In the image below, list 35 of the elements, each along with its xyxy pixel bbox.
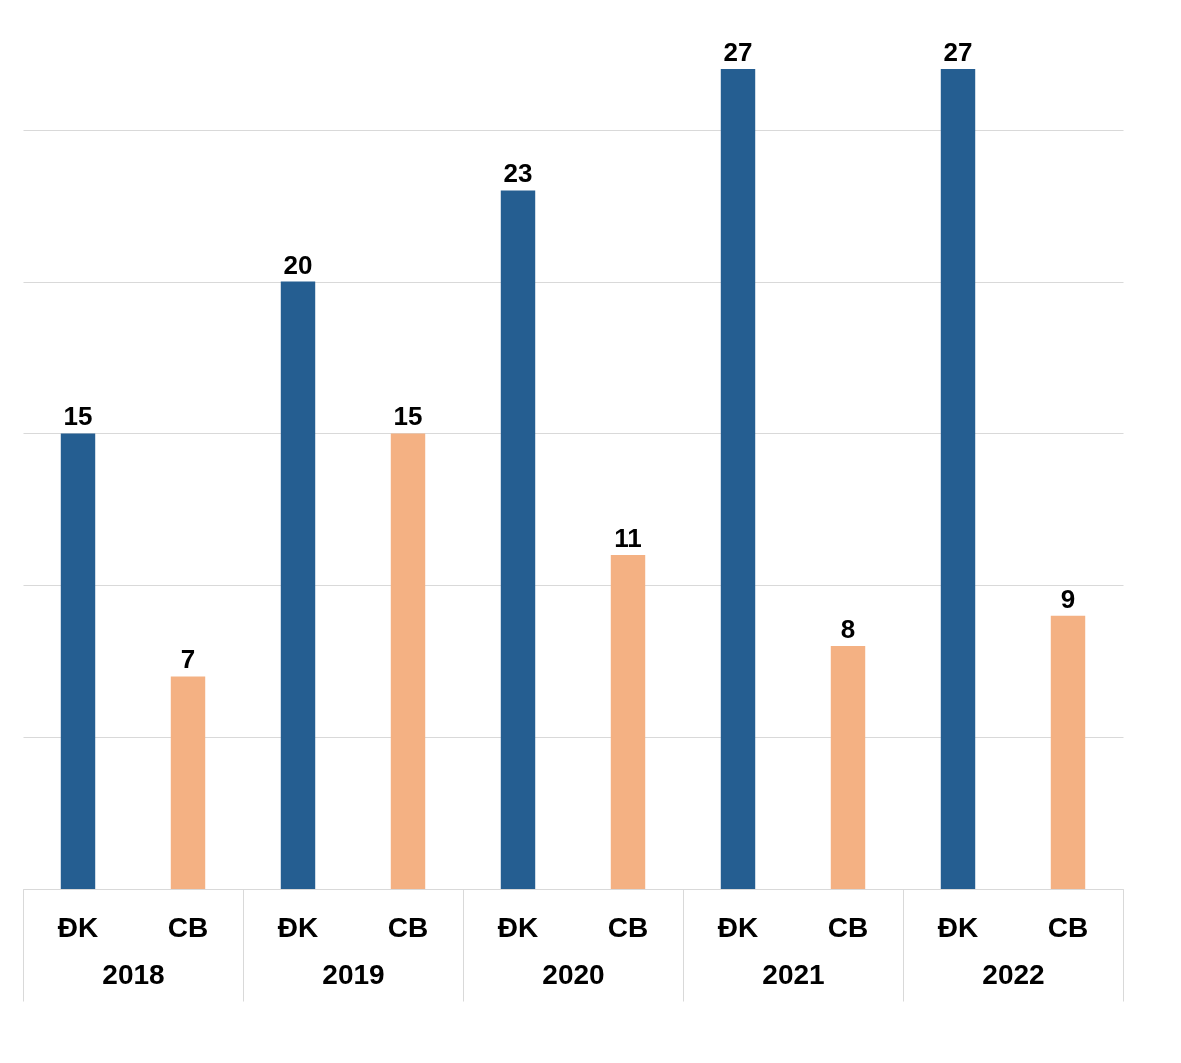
text: CB (827, 912, 869, 943)
data-label: 15 (393, 401, 423, 432)
data-label: 27 (943, 37, 973, 67)
text: CB (607, 912, 649, 943)
bar (390, 433, 426, 889)
text: CB (387, 912, 429, 943)
text: ĐK (497, 912, 539, 943)
series-label: ĐK (277, 912, 319, 943)
bar (1050, 615, 1086, 889)
text: CB (1047, 912, 1089, 943)
bar (940, 69, 976, 889)
data-label: 8 (840, 614, 856, 645)
data-label: 20 (283, 249, 313, 280)
bar (500, 190, 536, 889)
x-tick-label: 2020 (542, 958, 605, 990)
series-label: CB (167, 912, 209, 943)
data-label: 11 (614, 522, 642, 553)
text: ĐK (57, 912, 99, 943)
data-label: 15 (63, 401, 93, 432)
x-tick-label: 2018 (102, 958, 165, 990)
bar (720, 69, 756, 889)
data-label: 7 (180, 644, 196, 675)
data-label: 27 (723, 37, 753, 67)
bar (830, 646, 866, 889)
data-label: 23 (503, 158, 533, 189)
data-label: 9 (1060, 583, 1076, 614)
x-tick-label: 2022 (982, 958, 1045, 990)
text: ĐK (937, 912, 979, 943)
bar (170, 676, 206, 889)
bar (280, 281, 316, 889)
bar (610, 554, 646, 889)
x-tick-label: 2019 (322, 958, 385, 990)
bar (60, 433, 96, 889)
x-tick-label: 2021 (762, 958, 825, 990)
text: ĐK (717, 912, 759, 943)
